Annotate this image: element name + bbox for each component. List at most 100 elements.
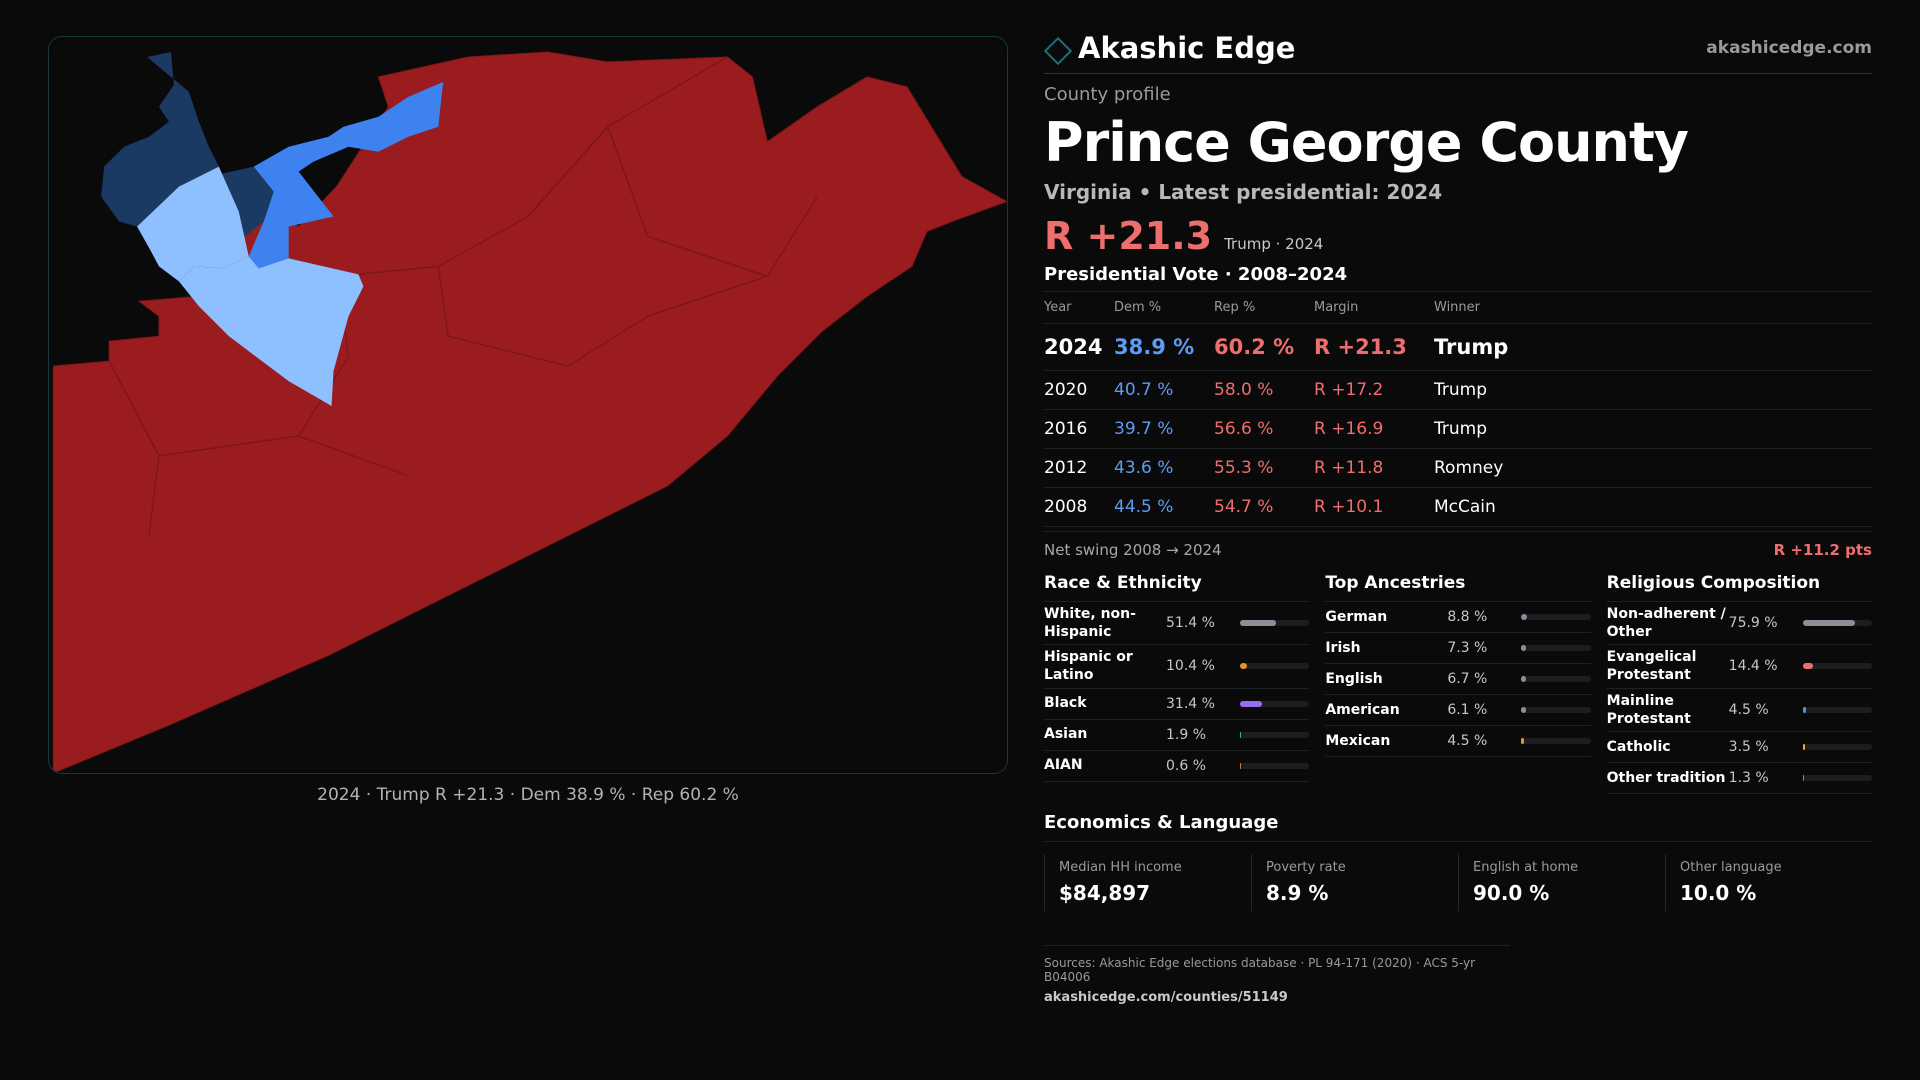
- list-item: Other tradition 1.3 %: [1606, 763, 1872, 794]
- cell-year: 2024: [1044, 323, 1114, 371]
- list-item-label: Other tradition: [1606, 769, 1726, 786]
- cell-year: 2008: [1044, 487, 1114, 527]
- list-item-value: 31.4 %: [1166, 695, 1215, 712]
- race-title: Race & Ethnicity: [1044, 573, 1310, 602]
- religion-section: Religious Composition Non-adherent / Oth…: [1606, 573, 1872, 794]
- cell-dem: 43.6 %: [1114, 448, 1214, 488]
- list-item-value: 1.9 %: [1166, 726, 1207, 743]
- list-item-value: 6.1 %: [1447, 701, 1488, 718]
- list-item: Mainline Protestant 4.5 %: [1606, 689, 1872, 732]
- economics-title: Economics & Language: [1044, 812, 1872, 842]
- list-item-value: 8.8 %: [1447, 608, 1488, 625]
- list-item-value: 14.4 %: [1728, 658, 1778, 675]
- col-winner: Winner: [1434, 290, 1872, 324]
- ancestry-title: Top Ancestries: [1325, 573, 1591, 602]
- list-item: Hispanic or Latino 10.4 %: [1044, 645, 1310, 689]
- cell-dem: 44.5 %: [1114, 487, 1214, 527]
- list-item-label: Evangelical Protestant: [1606, 649, 1697, 684]
- list-item-label: Catholic: [1606, 738, 1671, 755]
- sources: Sources: Akashic Edge elections database…: [1044, 944, 1510, 1005]
- map-region-rep-main[interactable]: [52, 51, 1007, 773]
- site-link[interactable]: akashicedge.com: [1706, 37, 1872, 58]
- share-bar-fill: [1802, 774, 1804, 781]
- list-item: Evangelical Protestant 14.4 %: [1606, 645, 1872, 689]
- share-bar: [1802, 743, 1872, 750]
- cell-winner: Trump: [1434, 409, 1872, 449]
- demographics: Race & Ethnicity White, non-Hispanic 51.4…: [1044, 573, 1872, 794]
- share-bar: [1240, 663, 1310, 670]
- cell-margin: R +16.9: [1314, 409, 1434, 449]
- col-dem: Dem %: [1114, 290, 1214, 324]
- list-item: Irish 7.3 %: [1325, 633, 1591, 664]
- col-year: Year: [1044, 290, 1114, 324]
- econ-label: Median HH income: [1059, 859, 1182, 875]
- list-item: Black 31.4 %: [1044, 689, 1310, 720]
- county-map[interactable]: [48, 36, 1008, 774]
- net-swing-label: Net swing 2008 → 2024: [1044, 540, 1222, 559]
- list-item-label: Mainline Protestant: [1606, 692, 1691, 727]
- cell-margin: R +11.8: [1314, 448, 1434, 488]
- share-bar-fill: [1240, 619, 1276, 626]
- table-row: 2012 43.6 % 55.3 % R +11.8 Romney: [1044, 448, 1872, 488]
- share-bar: [1521, 737, 1591, 744]
- latest-margin-value: R +21.3: [1044, 213, 1213, 258]
- list-item: Mexican 4.5 %: [1325, 726, 1591, 757]
- share-bar: [1521, 675, 1591, 682]
- cell-year: 2012: [1044, 448, 1114, 488]
- votes-header-row: Year Dem % Rep % Margin Winner: [1044, 290, 1872, 324]
- share-bar: [1521, 644, 1591, 651]
- header: Akashic Edge akashicedge.com: [1043, 28, 1872, 74]
- econ-value: 90.0 %: [1473, 880, 1550, 905]
- econ-card-english: English at home 90.0 %: [1458, 853, 1665, 911]
- cell-rep: 54.7 %: [1214, 487, 1314, 527]
- cell-year: 2020: [1044, 370, 1114, 410]
- map-region-dem-dark-center[interactable]: [193, 166, 274, 269]
- cell-margin: R +17.2: [1314, 370, 1434, 410]
- map-precinct-lines: [108, 56, 818, 536]
- list-item-label: American: [1325, 701, 1400, 718]
- share-bar-fill: [1802, 663, 1813, 670]
- brand-name: Akashic Edge: [1078, 30, 1296, 65]
- latest-margin-label: Trump · 2024: [1224, 234, 1324, 253]
- list-item: Asian 1.9 %: [1044, 720, 1310, 751]
- brand[interactable]: Akashic Edge: [1043, 30, 1296, 65]
- list-item-value: 4.5 %: [1447, 732, 1488, 749]
- share-bar: [1802, 619, 1872, 626]
- share-bar: [1802, 774, 1872, 781]
- share-bar-fill: [1802, 619, 1856, 626]
- list-item-label: Black: [1044, 695, 1087, 712]
- econ-label: Poverty rate: [1266, 859, 1346, 875]
- share-bar: [1802, 663, 1872, 670]
- list-item-label: Mexican: [1325, 732, 1391, 749]
- map-region-dem-light-south[interactable]: [178, 256, 364, 406]
- econ-value: 8.9 %: [1266, 880, 1329, 905]
- share-bar-fill: [1521, 644, 1527, 651]
- share-bar-fill: [1521, 706, 1526, 713]
- map-caption: 2024 · Trump R +21.3 · Dem 38.9 % · Rep …: [317, 785, 739, 805]
- share-bar-fill: [1521, 613, 1528, 620]
- econ-card-income: Median HH income $84,897: [1044, 853, 1251, 911]
- race-section: Race & Ethnicity White, non-Hispanic 51.4…: [1044, 573, 1310, 794]
- religion-title: Religious Composition: [1606, 573, 1872, 602]
- sources-url[interactable]: akashicedge.com/counties/51149: [1044, 989, 1288, 1005]
- list-item-value: 7.3 %: [1447, 639, 1488, 656]
- list-item-label: German: [1325, 608, 1388, 625]
- share-bar: [1521, 613, 1591, 620]
- share-bar: [1521, 706, 1591, 713]
- subtitle: Virginia • Latest presidential: 2024: [1044, 179, 1443, 204]
- latest-margin: R +21.3 Trump · 2024: [1044, 214, 1872, 258]
- list-item: AIAN 0.6 %: [1044, 751, 1310, 782]
- map-region-dem-dark-north[interactable]: [101, 51, 219, 227]
- list-item: English 6.7 %: [1325, 664, 1591, 695]
- econ-card-poverty: Poverty rate 8.9 %: [1251, 853, 1458, 911]
- share-bar-fill: [1521, 675, 1526, 682]
- map-region-dem-light-west[interactable]: [137, 166, 249, 282]
- map-region-dem-mid[interactable]: [248, 81, 444, 269]
- cell-dem: 38.9 %: [1114, 323, 1214, 371]
- share-bar: [1802, 706, 1872, 713]
- share-bar-fill: [1240, 762, 1241, 769]
- list-item-value: 6.7 %: [1447, 670, 1488, 687]
- list-item-value: 3.5 %: [1728, 738, 1769, 755]
- list-item: White, non-Hispanic 51.4 %: [1044, 602, 1310, 646]
- share-bar-fill: [1240, 663, 1248, 670]
